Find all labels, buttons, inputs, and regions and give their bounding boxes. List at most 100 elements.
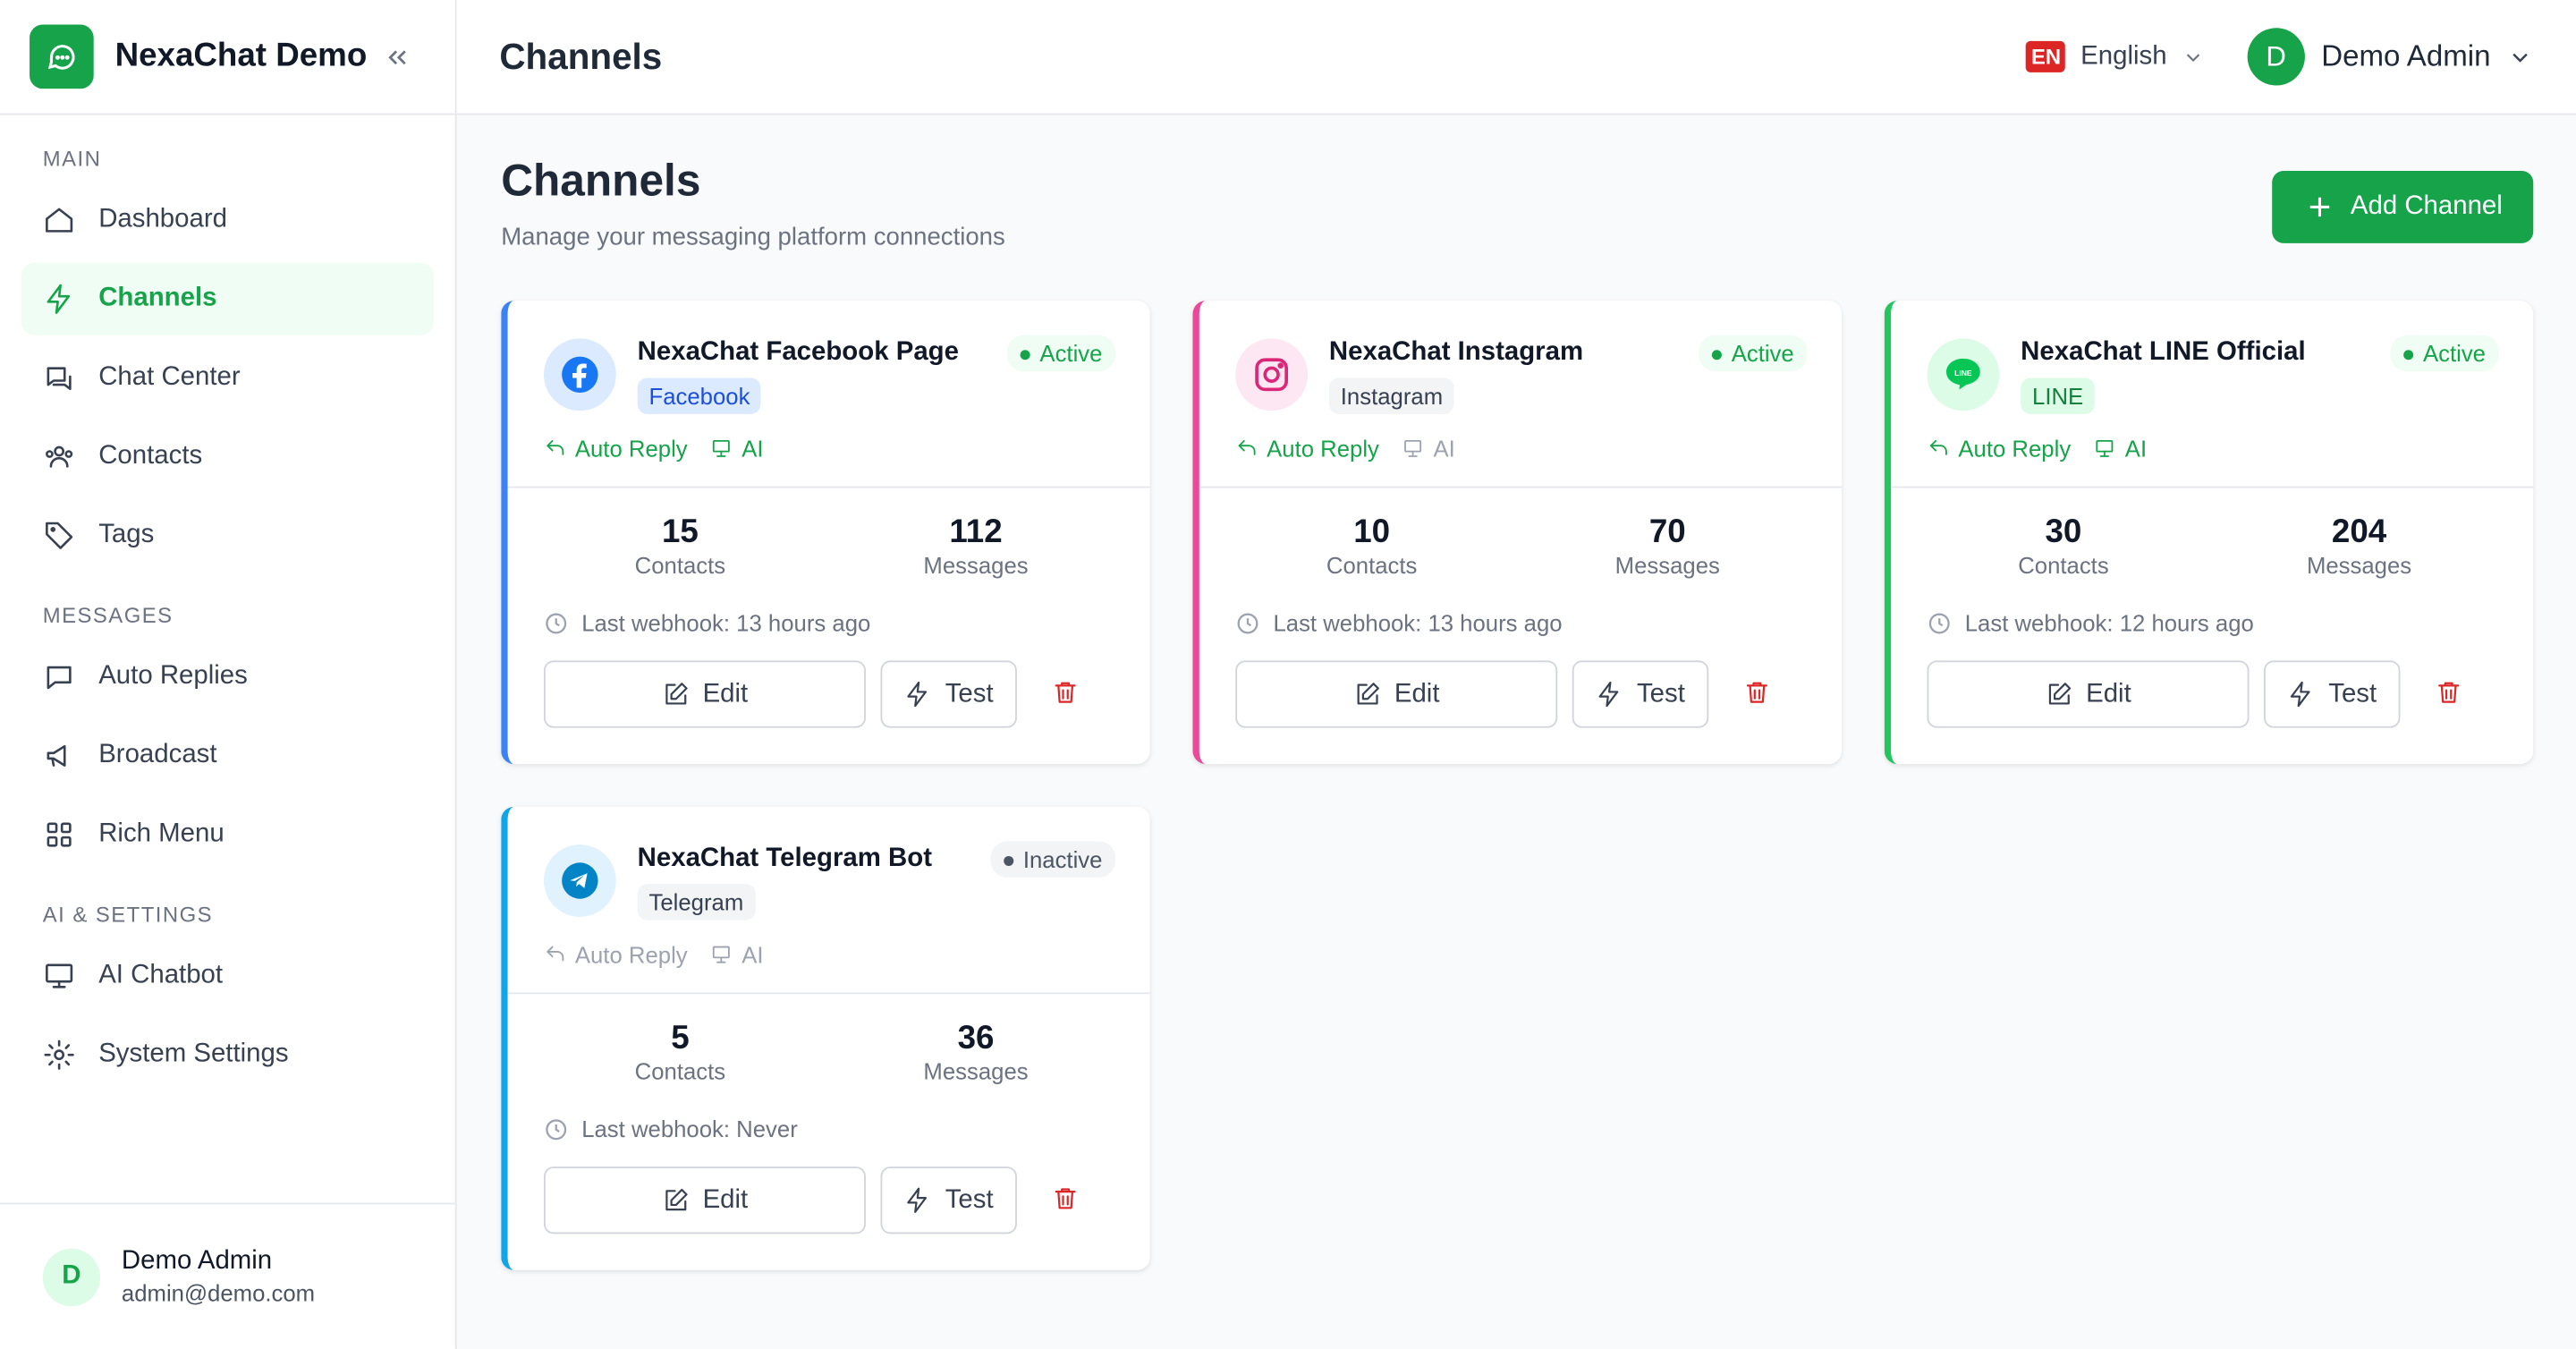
features: Auto Reply AI bbox=[1235, 436, 1455, 462]
platform-badge: Instagram bbox=[1328, 378, 1454, 414]
nav-item[interactable]: Tags bbox=[21, 499, 434, 572]
add-channel[interactable]: Add Channel bbox=[2272, 171, 2534, 243]
feature: Auto Reply bbox=[544, 436, 688, 462]
language-select[interactable]: EN English bbox=[2026, 40, 2204, 72]
stat: 70 Messages bbox=[1528, 514, 1807, 581]
edit-button[interactable]: Edit bbox=[1235, 660, 1558, 728]
features: Auto Reply AI bbox=[544, 436, 764, 462]
channel-name: NexaChat Instagram bbox=[1328, 338, 1584, 367]
channel-card: LINE NexaChat LINE Official LINE Active … bbox=[1884, 301, 2534, 765]
stat: 30 Contacts bbox=[1924, 514, 2203, 581]
stat-label: Contacts bbox=[2018, 552, 2109, 579]
feature: AI bbox=[710, 941, 764, 968]
status: Inactive bbox=[990, 841, 1116, 878]
contacts: 5 bbox=[671, 1020, 690, 1057]
feature: Auto Reply bbox=[1235, 436, 1379, 462]
edit-label: Edit bbox=[702, 1185, 749, 1214]
nav-item[interactable]: Rich Menu bbox=[21, 799, 434, 871]
status: Active bbox=[2390, 335, 2499, 372]
test-label: Test bbox=[945, 679, 994, 708]
test-button[interactable]: Test bbox=[2264, 660, 2401, 728]
svg-text:LINE: LINE bbox=[1954, 369, 1972, 378]
nav-label: Broadcast bbox=[98, 741, 217, 769]
webhook-text: Last webhook: 12 hours ago bbox=[1964, 609, 2254, 636]
feature: Auto Reply bbox=[1927, 436, 2071, 462]
topbar-title: Channels bbox=[499, 35, 663, 77]
feature: AI bbox=[2094, 436, 2147, 462]
edit-button[interactable]: Edit bbox=[1927, 660, 2250, 728]
nav-item[interactable]: Broadcast bbox=[21, 719, 434, 792]
edit-button[interactable]: Edit bbox=[543, 1167, 866, 1234]
feature: Auto Reply bbox=[544, 941, 688, 968]
sidebar: NexaChat Demo MAIN Dashboard Channels Chat … bbox=[0, 0, 457, 1349]
delete-button[interactable] bbox=[2435, 679, 2462, 715]
divider bbox=[507, 992, 1150, 995]
channel-name: NexaChat Facebook Page bbox=[637, 338, 959, 367]
user-name: Demo Admin bbox=[2321, 39, 2491, 72]
avatar: D bbox=[2247, 28, 2305, 86]
nav-item[interactable]: Dashboard bbox=[21, 184, 434, 257]
divider bbox=[507, 486, 1150, 488]
messages: 36 bbox=[957, 1020, 995, 1057]
divider bbox=[1891, 486, 2534, 488]
feature-label: AI bbox=[1433, 435, 1455, 462]
logo bbox=[30, 24, 94, 89]
stat-label: Messages bbox=[923, 1057, 1029, 1085]
test-button[interactable]: Test bbox=[880, 1167, 1017, 1234]
platform-badge: Facebook bbox=[637, 378, 762, 414]
status: Active bbox=[1006, 335, 1116, 372]
channel-card: NexaChat Instagram Instagram Active Auto… bbox=[1192, 301, 1842, 765]
stat: 5 Contacts bbox=[540, 1021, 819, 1088]
platform-icon bbox=[543, 844, 616, 917]
collapse[interactable] bbox=[383, 42, 412, 72]
feature-label: Auto Reply bbox=[1267, 435, 1379, 462]
platform-icon: LINE bbox=[1927, 338, 2000, 411]
section-title: MAIN bbox=[42, 146, 102, 172]
topbar: Channels EN English D Demo Admin bbox=[456, 0, 2576, 115]
nav-item[interactable]: Auto Replies bbox=[21, 641, 434, 713]
messages: 70 bbox=[1648, 513, 1686, 551]
add-label: Add Channel bbox=[2350, 191, 2503, 221]
nav-item[interactable]: Channels bbox=[21, 262, 434, 335]
nav-label: Auto Replies bbox=[98, 662, 248, 691]
nav-label: Dashboard bbox=[98, 205, 227, 233]
status: Active bbox=[1698, 335, 1808, 372]
test-button[interactable]: Test bbox=[880, 660, 1017, 728]
channel-name: NexaChat Telegram Bot bbox=[637, 844, 933, 873]
contacts: 15 bbox=[661, 513, 699, 551]
webhook: Last webhook: 13 hours ago bbox=[1235, 609, 1563, 636]
platform-icon bbox=[1235, 338, 1309, 411]
edit-button[interactable]: Edit bbox=[543, 660, 866, 728]
channel-grid: NexaChat Facebook Page Facebook Active A… bbox=[501, 301, 2534, 1270]
contacts: 10 bbox=[1353, 513, 1391, 551]
webhook: Last webhook: 12 hours ago bbox=[1927, 609, 2254, 636]
nav-label: Rich Menu bbox=[98, 819, 225, 848]
contacts: 30 bbox=[2045, 513, 2082, 551]
nav-item[interactable]: System Settings bbox=[21, 1019, 434, 1091]
delete-button[interactable] bbox=[1743, 679, 1771, 715]
section-title: AI & SETTINGS bbox=[42, 902, 214, 927]
feature: AI bbox=[1402, 436, 1455, 462]
nav-item[interactable]: Contacts bbox=[21, 420, 434, 493]
page-title: Channels bbox=[501, 156, 701, 206]
webhook-text: Last webhook: 13 hours ago bbox=[581, 609, 871, 636]
test-button[interactable]: Test bbox=[1572, 660, 1709, 728]
delete-button[interactable] bbox=[1052, 1184, 1080, 1220]
nav-label: Tags bbox=[98, 521, 155, 549]
nav-item[interactable]: AI Chatbot bbox=[21, 940, 434, 1013]
feature-label: Auto Reply bbox=[574, 941, 688, 968]
lang: English bbox=[2080, 41, 2167, 71]
main: Channels Manage your messaging platform … bbox=[501, 156, 2534, 1270]
user-menu[interactable]: D Demo Admin bbox=[2247, 28, 2534, 86]
test-label: Test bbox=[1636, 679, 1685, 708]
nav-item[interactable]: Chat Center bbox=[21, 342, 434, 414]
section-title: MESSAGES bbox=[42, 603, 174, 628]
edit-label: Edit bbox=[2086, 679, 2131, 708]
lang-code: EN bbox=[2026, 40, 2066, 72]
delete-button[interactable] bbox=[1052, 679, 1080, 715]
feature-label: Auto Reply bbox=[1958, 435, 2072, 462]
channel-card: NexaChat Facebook Page Facebook Active A… bbox=[501, 301, 1150, 765]
stat-label: Messages bbox=[923, 552, 1029, 579]
stat: 15 Contacts bbox=[540, 514, 819, 581]
page-subtitle: Manage your messaging platform connectio… bbox=[501, 223, 1005, 252]
